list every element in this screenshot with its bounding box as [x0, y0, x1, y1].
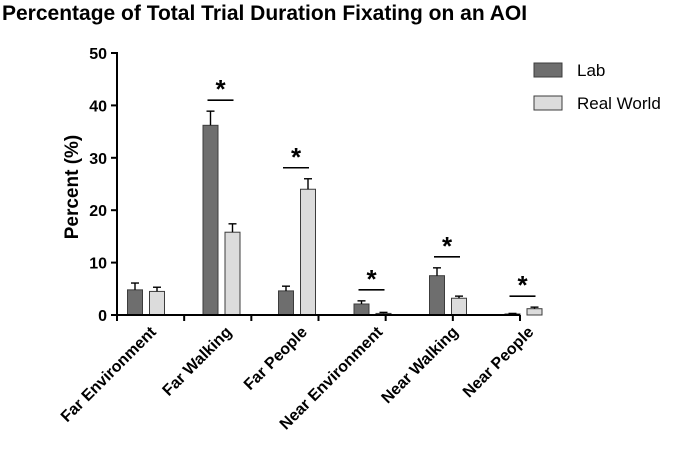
bar-lab-2	[278, 290, 294, 316]
legend-label-lab: Lab	[577, 61, 605, 80]
bar-lab-4	[429, 275, 445, 316]
bar-real-world-2	[300, 188, 316, 316]
bar-real-world-5	[526, 308, 543, 316]
chart-title: Percentage of Total Trial Duration Fixat…	[2, 2, 528, 25]
legend-label-real-world: Real World	[577, 94, 661, 113]
category-label-2: Far People	[241, 324, 311, 394]
bar-real-world-1	[224, 231, 241, 316]
bar-real-world-0	[149, 290, 165, 316]
significance-star-2: *	[291, 142, 302, 172]
y-tick-label-10: 10	[89, 256, 107, 273]
category-label-0: Far Environment	[58, 323, 160, 425]
significance-star-1: *	[215, 74, 226, 104]
bar-lab-3	[353, 303, 370, 316]
y-tick-label-40: 40	[89, 98, 107, 115]
axes: 0 10 20 30 40 50 Far Environment Far Walking Far…	[58, 46, 537, 433]
significance-star-3: *	[366, 264, 377, 294]
legend: Lab Real World	[533, 61, 661, 113]
y-tick-label-30: 30	[89, 151, 107, 168]
y-tick-label-50: 50	[89, 46, 107, 63]
y-tick-label-20: 20	[89, 203, 107, 220]
category-label-5: Near People	[460, 324, 537, 401]
plot-area: * * * * *	[127, 74, 543, 316]
y-tick-label-0: 0	[98, 308, 107, 325]
category-label-4: Near Walking	[379, 324, 462, 407]
bar-lab-1	[202, 124, 219, 316]
significance-star-4: *	[442, 231, 453, 261]
bar-lab-0	[127, 289, 143, 316]
legend-swatch-lab	[533, 62, 563, 78]
category-label-1: Far Walking	[160, 324, 236, 400]
y-axis-label: Percent (%)	[62, 135, 83, 240]
legend-swatch-real-world	[533, 95, 563, 111]
bar-real-world-4	[451, 297, 467, 316]
significance-star-5: *	[517, 270, 528, 300]
